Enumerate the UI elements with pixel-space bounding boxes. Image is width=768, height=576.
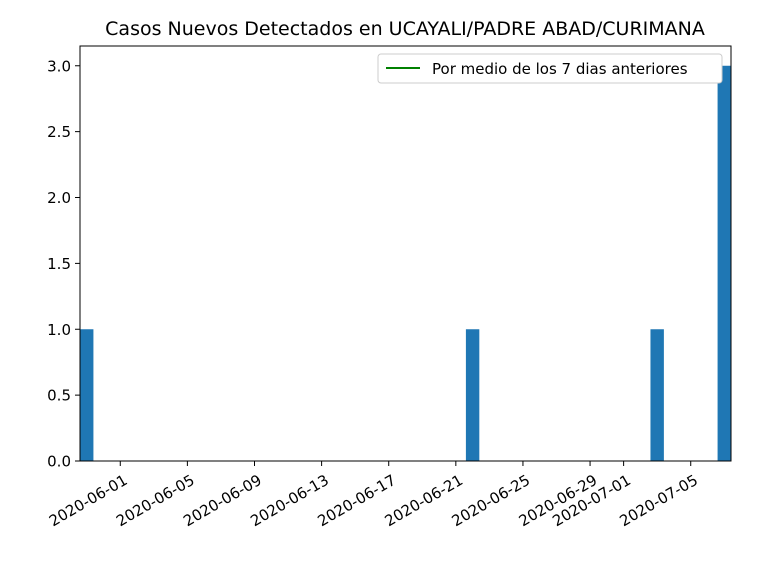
bar-2020-07-07 [717,65,731,461]
plot-frame [79,45,732,462]
y-axis: 0.0 0.5 1.0 1.5 2.0 2.5 3.0 [47,57,80,471]
y-tick-label: 1.0 [47,321,71,339]
y-tick-label: 2.0 [47,189,71,207]
bars-group [80,65,731,461]
legend: Por medio de los 7 dias anteriores [377,53,723,84]
bar-2020-05-30 [80,329,94,461]
chart-title: Casos Nuevos Detectados en UCAYALI/PADRE… [105,18,705,40]
y-tick-label: 0.0 [47,453,71,471]
bar-2020-06-22 [465,329,480,461]
y-tick-label: 2.5 [47,123,71,141]
x-axis: 2020-06-012020-06-052020-06-092020-06-13… [46,461,701,530]
bar-2020-07-03 [650,329,664,461]
y-tick-label: 0.5 [47,387,71,405]
legend-label: Por medio de los 7 dias anteriores [432,60,688,78]
y-tick-label: 1.5 [47,255,71,273]
legend-box [377,53,723,84]
y-tick-label: 3.0 [47,57,71,75]
